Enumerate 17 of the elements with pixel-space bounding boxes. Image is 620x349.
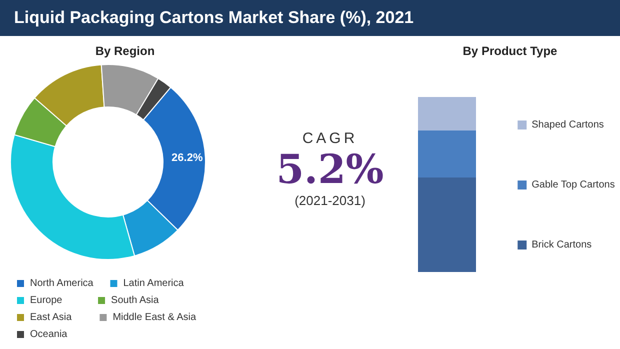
- legend-label: Shaped Cartons: [532, 120, 604, 130]
- legend-label: North America: [30, 278, 102, 289]
- data-label: 26.2%: [172, 152, 203, 164]
- chart-subtitle: By Region: [95, 44, 155, 58]
- legend-label: East Asia: [30, 312, 92, 323]
- legend-label: South Asia: [111, 295, 176, 306]
- text: (2021-2031): [294, 193, 366, 208]
- legend-label: Middle East & Asia: [112, 312, 196, 323]
- chart-title: Liquid Packaging Cartons Market Share (%), 2021: [0, 0, 620, 36]
- legend-label: Gable Top Cartons: [532, 180, 615, 190]
- legend-label: Europe: [30, 295, 90, 306]
- text: By Product Type: [462, 44, 558, 58]
- legend-label: Oceania: [30, 329, 92, 340]
- text: 5.2%: [275, 146, 385, 193]
- text: CAGR: [301, 130, 359, 147]
- legend-label: Latin America: [123, 278, 192, 289]
- legend-label: Brick Cartons: [532, 240, 592, 250]
